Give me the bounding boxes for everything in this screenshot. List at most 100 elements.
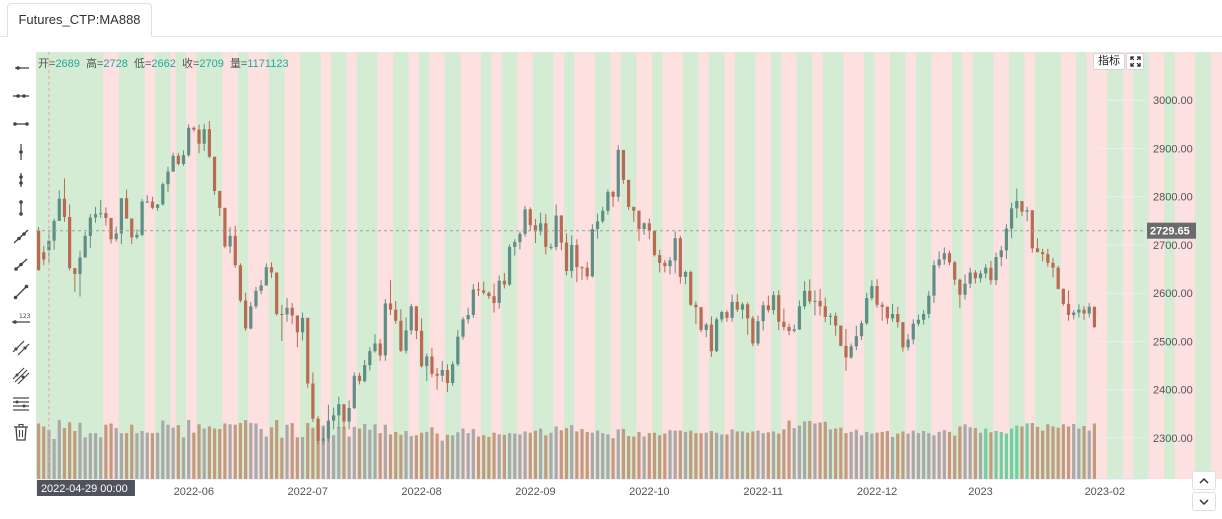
- candle-body: [585, 267, 589, 277]
- candle-body: [171, 155, 175, 172]
- volume-bar: [916, 433, 921, 479]
- scroll-down-button[interactable]: [1192, 492, 1216, 511]
- candle-body: [704, 324, 708, 330]
- candle-body: [885, 306, 889, 319]
- volume-bar: [1087, 430, 1091, 479]
- volume-bar: [244, 420, 248, 479]
- volume-bar: [290, 423, 294, 479]
- background-band: [460, 52, 482, 479]
- background-band: [874, 52, 891, 479]
- candle-body: [1015, 201, 1019, 209]
- volume-bar: [984, 428, 988, 479]
- horizontal-segment-icon[interactable]: [8, 82, 34, 110]
- ray-line-icon[interactable]: [8, 278, 34, 306]
- price-line-icon[interactable]: 123: [8, 306, 34, 334]
- candle-body: [373, 343, 377, 352]
- fib-lines-icon[interactable]: [8, 362, 34, 390]
- volume-bar: [52, 439, 56, 479]
- candle-body: [212, 156, 217, 191]
- volume-bar: [839, 427, 843, 479]
- background-band: [636, 52, 653, 479]
- scroll-up-button[interactable]: [1192, 471, 1216, 490]
- volume-bar: [756, 430, 760, 479]
- background-band: [905, 52, 917, 479]
- candle-body: [595, 221, 600, 230]
- trash-icon[interactable]: [8, 418, 34, 446]
- candle-body: [187, 127, 191, 156]
- candle-body: [259, 285, 263, 291]
- volume-bar: [192, 432, 196, 479]
- candle-body: [197, 129, 201, 144]
- volume-bar: [1046, 424, 1050, 479]
- candle-body: [244, 300, 248, 329]
- background-band: [237, 52, 249, 479]
- background-band: [734, 52, 756, 479]
- volume-bar: [720, 434, 724, 479]
- background-band: [408, 52, 420, 479]
- background-band: [708, 52, 725, 479]
- vertical-ray-icon[interactable]: [8, 194, 34, 222]
- y-tick-label: 2700.00: [1153, 240, 1193, 252]
- fullscreen-button[interactable]: [1126, 53, 1144, 70]
- volume-bar: [627, 436, 631, 479]
- volume-bar: [787, 420, 791, 479]
- volume-bar: [1010, 428, 1014, 479]
- volume-bar: [937, 431, 941, 479]
- x-tick-label: 2022-12: [857, 486, 897, 498]
- volume-bar: [269, 427, 274, 479]
- candle-body: [326, 420, 331, 439]
- volume-bar: [331, 435, 336, 479]
- horizontal-channel-icon[interactable]: [8, 390, 34, 418]
- y-tick-label: 2300.00: [1153, 433, 1193, 445]
- candle-body: [601, 210, 605, 222]
- volume-bar: [140, 431, 144, 479]
- candle-body: [906, 339, 910, 348]
- background-band: [284, 52, 301, 479]
- background-band: [1210, 52, 1222, 479]
- indicator-button[interactable]: 指标: [1093, 53, 1125, 70]
- candle-body: [932, 265, 936, 296]
- parallel-channel-icon[interactable]: [8, 334, 34, 362]
- tab-futures-ctp-ma888[interactable]: Futures_CTP:MA888: [7, 3, 152, 37]
- horizontal-line-icon[interactable]: [8, 110, 34, 138]
- volume-bar: [828, 429, 833, 479]
- volume-bar: [792, 428, 796, 479]
- volume-bar: [264, 436, 268, 479]
- volume-bar: [539, 428, 543, 479]
- volume-bar: [1082, 425, 1086, 479]
- volume-bar: [419, 432, 424, 479]
- y-tick-label: 2900.00: [1153, 143, 1193, 155]
- candle-body: [269, 267, 274, 273]
- volume-bar: [652, 432, 657, 479]
- volume-bar: [559, 430, 563, 479]
- trend-line-icon[interactable]: [8, 222, 34, 250]
- vertical-segment-icon[interactable]: [8, 138, 34, 166]
- candle-body: [337, 404, 341, 416]
- candle-body: [694, 304, 698, 308]
- volume-bar: [1015, 425, 1019, 479]
- candle-body: [192, 127, 196, 130]
- vertical-points-icon[interactable]: [8, 166, 34, 194]
- horizontal-ray-icon[interactable]: [8, 54, 34, 82]
- candle-body: [409, 306, 413, 331]
- background-band: [155, 52, 171, 479]
- candle-body: [238, 265, 243, 301]
- volume-bar: [585, 431, 589, 479]
- trend-segment-icon[interactable]: [8, 250, 34, 278]
- background-band: [553, 52, 565, 479]
- y-tick-label: 3000.00: [1153, 95, 1193, 107]
- background-band: [915, 52, 932, 479]
- volume-bar: [564, 428, 569, 479]
- volume-bar: [994, 431, 998, 479]
- candle-body: [528, 209, 532, 226]
- volume-bar: [777, 433, 781, 479]
- candle-body: [984, 267, 988, 274]
- background-band: [1107, 52, 1124, 479]
- candle-body: [233, 235, 237, 266]
- candle-body: [347, 408, 351, 422]
- candle-body: [207, 129, 211, 157]
- volume-bar: [616, 429, 620, 479]
- candle-body: [1092, 306, 1097, 328]
- candle-body: [751, 318, 755, 344]
